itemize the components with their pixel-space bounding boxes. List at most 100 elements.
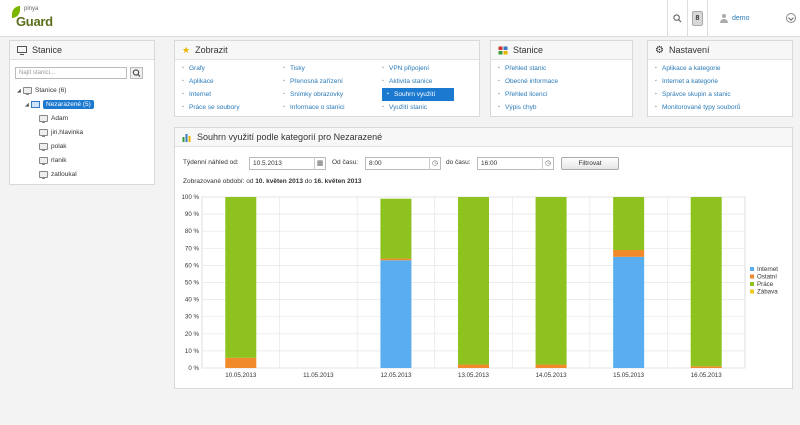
tree-toggle-icon[interactable]: ◢ bbox=[25, 101, 29, 108]
nav-link[interactable]: Monitorované typy souborů bbox=[655, 101, 740, 114]
x-tick-label: 12.05.2013 bbox=[380, 372, 412, 379]
nastaveni-header: ⚙ Nastavení bbox=[648, 41, 792, 60]
top-bar: pinya Guard 8 demo bbox=[0, 0, 800, 37]
legend-swatch bbox=[750, 289, 754, 294]
period-mid: do bbox=[304, 178, 313, 185]
tree-item-label: Nezarazené (5) bbox=[43, 100, 94, 109]
computer-icon bbox=[39, 157, 48, 165]
nastaveni-panel: ⚙ Nastavení Aplikace a kategorieInternet… bbox=[647, 40, 793, 117]
y-tick-label: 80 % bbox=[185, 228, 200, 235]
computer-icon bbox=[39, 143, 48, 151]
nav-link[interactable]: Aplikace a kategorie bbox=[655, 62, 721, 75]
nav-link[interactable]: Obecné informace bbox=[498, 75, 558, 88]
x-tick-label: 16.05.2013 bbox=[691, 372, 723, 379]
user-icon bbox=[720, 14, 728, 23]
tree-item-pc[interactable]: zatloukal bbox=[39, 169, 77, 180]
bar-segment-ostatní bbox=[690, 366, 722, 368]
nastaveni-title: Nastavení bbox=[668, 45, 710, 55]
chevron-down-icon[interactable] bbox=[786, 13, 796, 23]
nav-link[interactable]: Využití stanic bbox=[382, 101, 427, 114]
nav-link[interactable]: Internet a kategorie bbox=[655, 75, 718, 88]
x-tick-label: 13.05.2013 bbox=[458, 372, 490, 379]
calendar-icon[interactable]: ▦ bbox=[314, 157, 325, 170]
stanice-header: Stanice bbox=[491, 41, 632, 60]
tree-item-group[interactable]: ◢ Nezarazené (5) bbox=[25, 99, 94, 110]
nav-link[interactable]: Souhrn využití bbox=[382, 88, 454, 101]
station-search-input[interactable]: Najít stanici... bbox=[15, 67, 127, 79]
tree-item-label: polak bbox=[51, 143, 67, 150]
nav-link[interactable]: Aktivita stanice bbox=[382, 75, 432, 88]
filter-button[interactable]: Filtrovat bbox=[561, 157, 619, 170]
legend-label: Práce bbox=[757, 281, 774, 288]
usage-stacked-bar-chart: 0 % 10 % 20 % 30 % 40 % 50 % 60 % 70 % 80 % 90 % 1… bbox=[181, 194, 778, 379]
clock-icon[interactable]: ◷ bbox=[542, 157, 553, 170]
bar-segment-ostatní bbox=[458, 364, 489, 368]
tree-item-root[interactable]: ◢ Stanice (6) bbox=[17, 85, 66, 96]
nav-link[interactable]: Informace o stanici bbox=[283, 101, 345, 114]
zobrazit-header: ★ Zobrazit bbox=[175, 41, 479, 60]
stations-icon bbox=[498, 46, 508, 54]
nav-link[interactable]: Přehled licencí bbox=[498, 88, 548, 101]
bar-segment-práce bbox=[458, 197, 489, 365]
tree-item-pc[interactable]: Adam bbox=[39, 113, 68, 124]
y-tick-label: 0 % bbox=[188, 365, 199, 372]
pinyaguard-logo[interactable]: pinya Guard bbox=[12, 6, 58, 32]
stations-tree-title: Stanice bbox=[32, 45, 63, 55]
legend-swatch bbox=[750, 282, 754, 286]
user-menu[interactable]: demo bbox=[707, 0, 800, 37]
tree-toggle-icon[interactable]: ◢ bbox=[17, 87, 21, 94]
bar-segment-práce bbox=[613, 197, 645, 251]
bar-segment-ostatní bbox=[380, 258, 412, 261]
stations-tree-header: Stanice bbox=[10, 41, 154, 60]
bar-segment-práce bbox=[380, 198, 412, 259]
to-time-label: do času: bbox=[446, 159, 471, 166]
y-tick-label: 90 % bbox=[185, 211, 200, 218]
gear-icon: ⚙ bbox=[655, 44, 664, 56]
y-tick-label: 10 % bbox=[185, 348, 200, 355]
nav-link[interactable]: VPN připojení bbox=[382, 62, 429, 75]
bar-chart-icon bbox=[182, 133, 191, 142]
x-tick-label: 11.05.2013 bbox=[303, 372, 334, 379]
nav-link[interactable]: Grafy bbox=[182, 62, 205, 75]
summary-header: Souhrn využití podle kategorií pro Nezar… bbox=[175, 128, 792, 147]
to-time-value: 16:00 bbox=[481, 160, 498, 167]
from-time-input[interactable]: 8:00 ◷ bbox=[365, 157, 441, 170]
nav-link[interactable]: Práce se soubory bbox=[182, 101, 240, 114]
notifications-button[interactable]: 8 bbox=[687, 0, 707, 37]
tree-item-pc[interactable]: jiri.hlavinka bbox=[39, 127, 83, 138]
y-tick-label: 50 % bbox=[185, 280, 200, 287]
top-search-button[interactable] bbox=[667, 0, 687, 37]
nav-link[interactable]: Internet bbox=[182, 88, 211, 101]
station-search-button[interactable] bbox=[130, 67, 143, 79]
week-date-input[interactable]: 10.5.2013 ▦ bbox=[249, 157, 326, 170]
y-tick-label: 40 % bbox=[185, 297, 200, 304]
clock-icon[interactable]: ◷ bbox=[429, 157, 440, 170]
bar-segment-ostatní bbox=[613, 250, 645, 257]
tree-item-label: jiri.hlavinka bbox=[51, 129, 84, 136]
to-time-input[interactable]: 16:00 ◷ bbox=[477, 157, 554, 170]
user-name[interactable]: demo bbox=[732, 15, 750, 22]
nav-link[interactable]: Přenosná zařízení bbox=[283, 75, 343, 88]
nav-link[interactable]: Aplikace bbox=[182, 75, 214, 88]
legend-swatch bbox=[750, 274, 754, 279]
period-prefix: Zobrazované období: od bbox=[183, 178, 254, 185]
nav-link[interactable]: Snímky obrazovky bbox=[283, 88, 343, 101]
zobrazit-panel: ★ Zobrazit GrafyAplikaceInternetPráce se… bbox=[174, 40, 480, 117]
legend-label: Ostatní bbox=[757, 274, 777, 281]
group-icon bbox=[31, 101, 40, 108]
x-tick-label: 14.05.2013 bbox=[536, 372, 568, 379]
y-tick-label: 60 % bbox=[185, 262, 200, 269]
nav-link[interactable]: Tisky bbox=[283, 62, 305, 75]
stanice-panel: Stanice Přehled stanicObecné informacePř… bbox=[490, 40, 633, 117]
tree-item-pc[interactable]: rlanik bbox=[39, 155, 67, 166]
nav-link[interactable]: Správce skupin a stanic bbox=[655, 88, 731, 101]
tree-item-pc[interactable]: polak bbox=[39, 141, 67, 152]
period-to: 16. květen 2013 bbox=[313, 178, 362, 185]
week-label: Týdenní náhled od: bbox=[183, 159, 239, 166]
notification-badge: 8 bbox=[692, 11, 703, 26]
nav-link[interactable]: Přehled stanic bbox=[498, 62, 546, 75]
legend-label: Internet bbox=[757, 266, 778, 273]
bar-segment-práce bbox=[225, 197, 257, 358]
nav-link[interactable]: Výpis chyb bbox=[498, 101, 536, 114]
y-tick-label: 30 % bbox=[185, 314, 200, 321]
